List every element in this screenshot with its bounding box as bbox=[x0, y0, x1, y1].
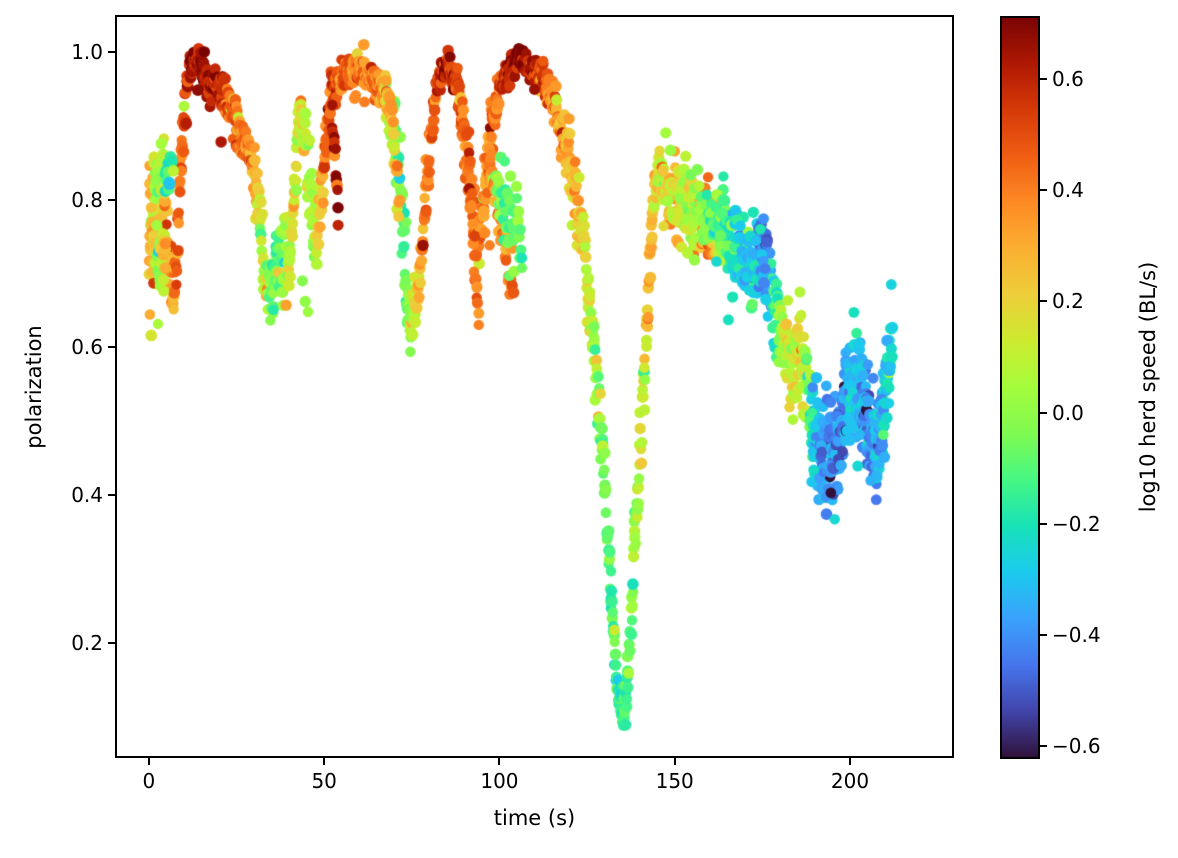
x-tick-label: 100 bbox=[480, 769, 519, 793]
y-tick-label: 0.6 bbox=[71, 335, 103, 360]
y-tick-label: 1.0 bbox=[71, 39, 103, 64]
colorbar-gradient bbox=[1002, 18, 1038, 757]
x-tick-mark bbox=[498, 758, 501, 765]
colorbar-tick-mark bbox=[1040, 522, 1047, 525]
colorbar-tick-label: 0.0 bbox=[1052, 400, 1084, 425]
colorbar-tick-mark bbox=[1040, 189, 1047, 192]
y-tick-mark bbox=[108, 198, 115, 201]
colorbar-tick-label: −0.4 bbox=[1052, 622, 1101, 647]
colorbar-tick-mark bbox=[1040, 78, 1047, 81]
y-tick-mark bbox=[108, 346, 115, 349]
colorbar-tick-label: 0.2 bbox=[1052, 289, 1084, 314]
x-tick-label: 150 bbox=[655, 769, 694, 793]
x-tick-label: 0 bbox=[142, 769, 156, 793]
x-tick-label: 50 bbox=[311, 769, 337, 793]
colorbar-tick-mark bbox=[1040, 744, 1047, 747]
x-tick-mark bbox=[673, 758, 676, 765]
colorbar-tick-label: 0.4 bbox=[1052, 178, 1084, 203]
x-tick-mark bbox=[848, 758, 851, 765]
colorbar-label: log10 herd speed (BL/s) bbox=[1136, 261, 1160, 513]
colorbar bbox=[1000, 16, 1040, 759]
colorbar-tick-label: −0.2 bbox=[1052, 511, 1101, 536]
colorbar-tick-mark bbox=[1040, 300, 1047, 303]
x-tick-label: 200 bbox=[830, 769, 870, 793]
x-tick-mark bbox=[147, 758, 150, 765]
colorbar-tick-label: −0.6 bbox=[1052, 733, 1101, 758]
y-tick-label: 0.8 bbox=[71, 187, 103, 212]
y-tick-label: 0.4 bbox=[71, 483, 103, 508]
x-axis-label: time (s) bbox=[493, 806, 576, 830]
colorbar-tick-label: 0.6 bbox=[1052, 67, 1084, 92]
plot-area bbox=[115, 15, 954, 758]
y-axis-label: polarization bbox=[22, 325, 46, 449]
colorbar-tick-mark bbox=[1040, 633, 1047, 636]
y-tick-mark bbox=[108, 50, 115, 53]
colorbar-tick-mark bbox=[1040, 411, 1047, 414]
y-tick-mark bbox=[108, 494, 115, 497]
x-tick-mark bbox=[323, 758, 326, 765]
y-tick-mark bbox=[108, 641, 115, 644]
y-tick-label: 0.2 bbox=[71, 630, 103, 655]
